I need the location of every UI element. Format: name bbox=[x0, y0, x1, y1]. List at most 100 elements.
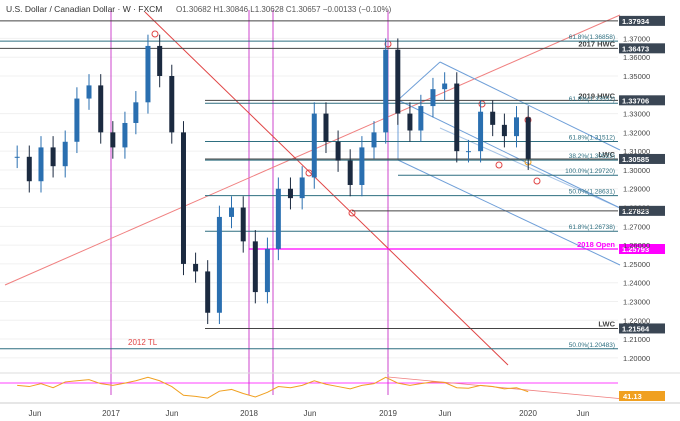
y-tick-label: 1.27000 bbox=[623, 222, 650, 231]
candle-body bbox=[287, 188, 293, 199]
x-tick-label: 2019 bbox=[379, 409, 397, 418]
candle-body bbox=[323, 113, 329, 142]
trendline-label: 2012 TL bbox=[128, 338, 158, 347]
y-axis-labels: 1.37000 1.36000 1.35000 1.33000 1.32000 1.310… bbox=[623, 34, 650, 362]
level-label: 50.0%(1.28631) bbox=[569, 189, 615, 196]
candle-body bbox=[74, 98, 80, 142]
candle-body bbox=[180, 132, 186, 264]
candle-body bbox=[371, 132, 377, 148]
indicator-line bbox=[17, 376, 529, 399]
y-tick-label: 1.37000 bbox=[623, 34, 650, 43]
price-badge bbox=[619, 15, 665, 26]
level-label: 61.8%(1.36858) bbox=[569, 34, 615, 41]
candle-body bbox=[62, 141, 68, 167]
level-label: 61.8%(1.33552) bbox=[569, 96, 615, 103]
level-label: 100.0%(1.29720) bbox=[565, 168, 615, 175]
y-tick-label: 1.22000 bbox=[623, 316, 650, 325]
y-tick-label: 1.32000 bbox=[623, 128, 650, 137]
symbol-title: U.S. Dollar / Canadian Dollar · W · FXCM bbox=[6, 4, 162, 14]
y-tick-label: 1.20000 bbox=[623, 354, 650, 363]
candle-body bbox=[525, 117, 531, 159]
candle-body bbox=[205, 271, 211, 313]
y-tick-label: 1.35000 bbox=[623, 72, 650, 81]
price-badge-label: 1.25793 bbox=[622, 245, 649, 254]
x-tick-label: Jun bbox=[439, 409, 452, 418]
candle-body bbox=[133, 102, 139, 123]
indicator-value: 41.13 bbox=[623, 392, 642, 401]
candle-body bbox=[501, 124, 507, 137]
price-badge-label: 1.21564 bbox=[622, 324, 650, 333]
candle-body bbox=[86, 85, 92, 99]
price-badge bbox=[619, 95, 665, 106]
level-label: 2018 Open bbox=[577, 240, 615, 249]
price-badge bbox=[619, 323, 665, 334]
pitchfork-base bbox=[397, 61, 441, 101]
candle-body bbox=[157, 45, 163, 77]
chart-grid bbox=[0, 37, 618, 359]
price-badge-label: 1.37934 bbox=[622, 17, 650, 26]
candle-body bbox=[359, 147, 365, 185]
candle-body bbox=[240, 207, 246, 242]
y-tick-label: 1.29000 bbox=[623, 185, 650, 194]
indicator-badge bbox=[619, 391, 665, 401]
ohlc-readout: O1.30682 H1.30846 L1.30628 C1.30657 −0.0… bbox=[176, 5, 392, 14]
pitchfork-upper bbox=[439, 61, 621, 151]
y-tick-label: 1.36000 bbox=[623, 53, 650, 62]
x-tick-label: Jun bbox=[166, 409, 179, 418]
candle-body bbox=[395, 49, 401, 114]
candle-body bbox=[299, 177, 305, 199]
price-badge bbox=[619, 43, 665, 54]
pivot-marker bbox=[533, 177, 541, 185]
price-badge bbox=[619, 243, 665, 254]
y-tick-label: 1.33000 bbox=[623, 110, 650, 119]
y-tick-label: 1.26000 bbox=[623, 241, 650, 250]
candle-body bbox=[383, 49, 389, 133]
pitchfork-median bbox=[397, 99, 621, 209]
candle-body bbox=[465, 151, 471, 153]
y-tick-label: 1.30000 bbox=[623, 166, 650, 175]
y-tick-label: 1.28000 bbox=[623, 204, 650, 213]
candle-body bbox=[122, 122, 128, 148]
candle-body bbox=[26, 156, 32, 182]
candle-body bbox=[442, 83, 448, 90]
y-tick-label: 1.24000 bbox=[623, 279, 650, 288]
candle-body bbox=[275, 188, 281, 249]
level-label: 61.8%(1.31512) bbox=[569, 135, 615, 142]
pivot-marker bbox=[495, 161, 503, 169]
candle-body bbox=[347, 160, 353, 185]
candle-body bbox=[335, 141, 341, 161]
candle-body bbox=[110, 132, 116, 148]
pivot-marker bbox=[348, 209, 356, 217]
indicator-pane: 41.13 bbox=[0, 372, 680, 401]
candle-body bbox=[311, 113, 317, 178]
price-badge-label: 1.33706 bbox=[622, 96, 649, 105]
level-label: LWC bbox=[598, 319, 615, 328]
y-tick-label: 1.31000 bbox=[623, 147, 650, 156]
2012-trendline bbox=[144, 11, 509, 366]
candle-body bbox=[490, 111, 496, 125]
level-label: 61.8%(1.26738) bbox=[569, 224, 615, 231]
candle-body bbox=[50, 147, 56, 167]
price-badge-label: 1.30585 bbox=[622, 155, 649, 164]
level-label: 2017 HWC bbox=[578, 39, 615, 48]
horizontal-levels: 1.37934 2017 HWC 1.36473 61.8%(1.36858) 2019… bbox=[0, 15, 665, 350]
x-tick-label: Jun bbox=[577, 409, 590, 418]
candle-body bbox=[38, 147, 44, 182]
candle-body bbox=[98, 85, 104, 133]
x-tick-label: 2017 bbox=[102, 409, 120, 418]
candle-body bbox=[252, 241, 258, 293]
candle-body bbox=[407, 113, 413, 131]
pivot-marker bbox=[151, 30, 159, 38]
y-tick-label: 1.23000 bbox=[623, 297, 650, 306]
price-candles bbox=[14, 34, 531, 325]
x-tick-label: 2018 bbox=[240, 409, 258, 418]
level-label: 2019 HWC bbox=[578, 91, 615, 100]
candle-body bbox=[216, 216, 222, 313]
candle-body bbox=[193, 263, 199, 272]
x-tick-label: Jun bbox=[29, 409, 42, 418]
x-tick-label: Jun bbox=[304, 409, 317, 418]
candle-body bbox=[229, 207, 235, 217]
y-tick-label: 1.25000 bbox=[623, 260, 650, 269]
candle-body bbox=[430, 89, 436, 107]
